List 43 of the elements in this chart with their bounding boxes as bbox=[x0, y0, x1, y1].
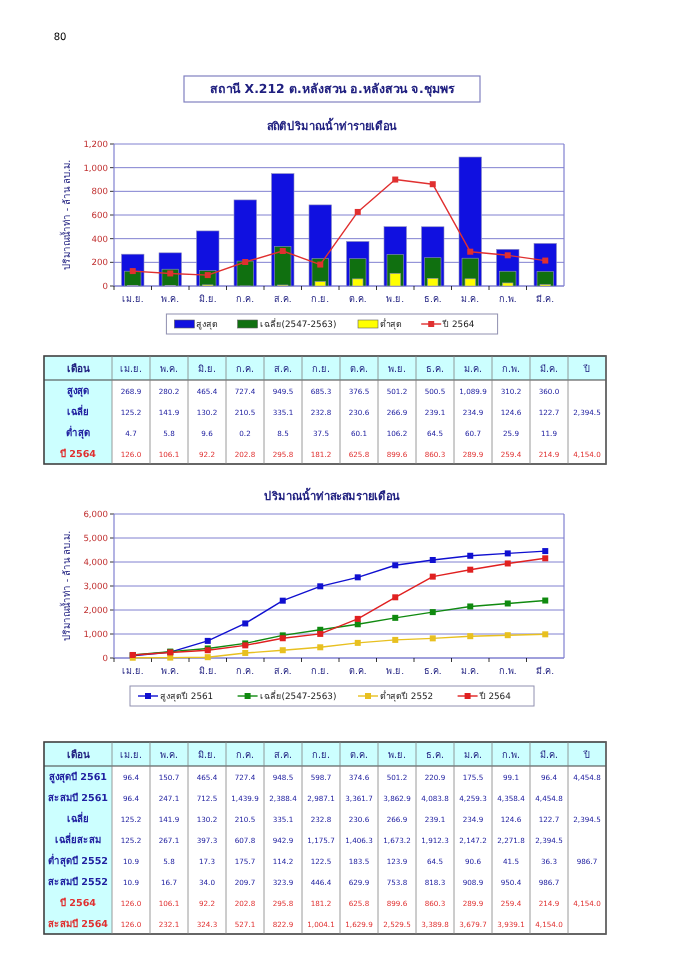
point bbox=[279, 248, 286, 254]
point bbox=[129, 268, 136, 275]
point bbox=[504, 600, 511, 607]
point bbox=[429, 635, 436, 642]
point bbox=[467, 603, 474, 610]
point bbox=[429, 556, 436, 563]
point bbox=[317, 261, 324, 268]
point bbox=[542, 597, 549, 604]
point bbox=[279, 647, 286, 654]
point bbox=[317, 644, 324, 651]
point bbox=[167, 270, 174, 277]
point bbox=[542, 555, 549, 562]
point bbox=[504, 560, 511, 567]
point bbox=[392, 562, 399, 569]
point bbox=[504, 550, 511, 557]
point bbox=[542, 548, 549, 555]
point bbox=[242, 259, 249, 265]
point bbox=[204, 654, 211, 661]
point bbox=[204, 637, 211, 644]
point bbox=[542, 257, 549, 264]
point bbox=[354, 615, 361, 622]
point bbox=[317, 583, 324, 590]
point bbox=[542, 631, 549, 638]
point bbox=[242, 649, 249, 656]
point bbox=[279, 597, 286, 604]
point bbox=[429, 609, 436, 616]
point bbox=[467, 633, 474, 640]
point bbox=[354, 208, 361, 215]
point bbox=[504, 632, 511, 639]
point bbox=[467, 248, 474, 255]
point bbox=[392, 594, 399, 601]
point bbox=[429, 573, 436, 580]
point bbox=[392, 176, 399, 183]
point bbox=[467, 552, 474, 559]
point bbox=[242, 620, 249, 627]
point bbox=[354, 574, 361, 581]
point bbox=[392, 636, 399, 643]
point bbox=[467, 566, 474, 573]
point bbox=[167, 654, 174, 661]
point bbox=[392, 614, 399, 621]
point bbox=[429, 181, 436, 188]
point bbox=[504, 252, 511, 259]
point bbox=[354, 639, 361, 646]
